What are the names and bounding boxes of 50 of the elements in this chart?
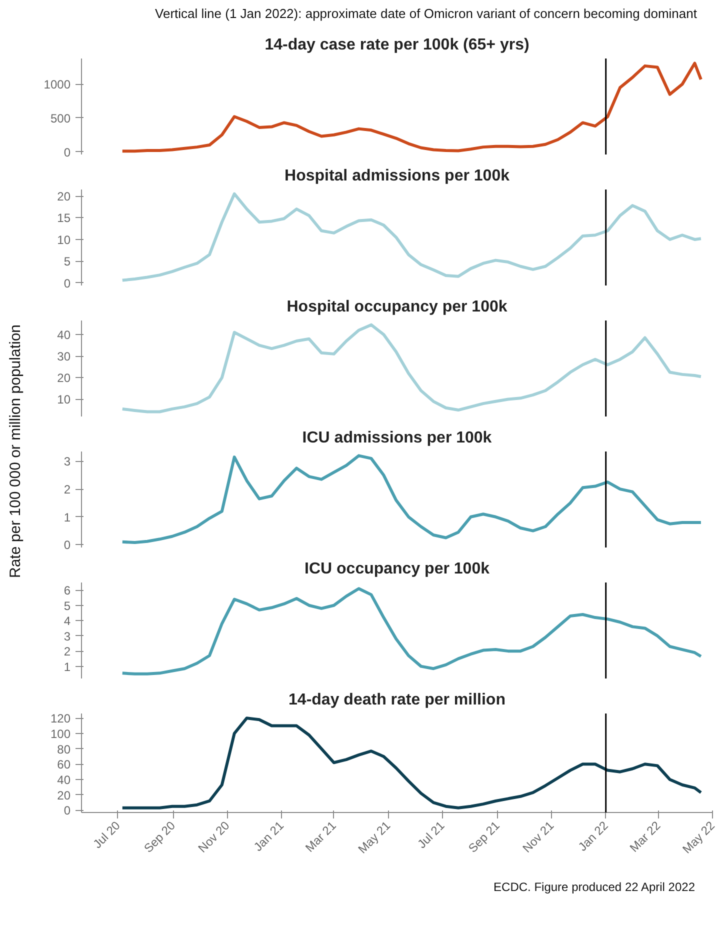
y-tick-label: 40	[57, 772, 71, 787]
x-tick-label: Mar 22	[626, 818, 664, 854]
x-tick-label: May 22	[680, 818, 718, 856]
x-tick-label: Nov 21	[520, 818, 557, 855]
y-tick-label: 80	[57, 742, 71, 756]
y-tick-label: 500	[50, 111, 71, 126]
x-tick-label: May 21	[355, 818, 394, 856]
y-tick-label: 120	[50, 711, 71, 726]
y-tick-label: 20	[57, 788, 71, 802]
x-tick-label: Jan 21	[251, 818, 287, 854]
y-tick-label: 20	[57, 370, 71, 385]
y-tick-label: 20	[57, 189, 71, 204]
chart-title: ICU admissions per 100k	[302, 429, 492, 446]
y-tick-label: 0	[64, 803, 71, 818]
chart-title: Hospital occupancy per 100k	[286, 298, 508, 316]
text: Vertical line (1 Jan 2022): approximate date of Omicron variant of concern becoming dominant	[155, 5, 697, 23]
y-tick-label: 1000	[44, 77, 71, 92]
y-tick-label: 15	[57, 210, 71, 225]
y-tick-label: 60	[57, 757, 71, 772]
y-tick-label: 4	[64, 614, 71, 628]
y-tick-label: 3	[64, 454, 71, 468]
y-tick-label: 10	[57, 232, 71, 247]
y-axis-title: Rate per 100 000 or million population	[6, 324, 25, 578]
y-tick-label: 0	[64, 538, 71, 552]
chart-title: 14-day case rate per 100k (65+ yrs)	[264, 36, 530, 54]
x-tick-label: Nov 20	[195, 818, 232, 855]
y-tick-label: 1	[64, 659, 71, 674]
y-tick-label: 2	[64, 482, 71, 496]
y-tick-label: 100	[50, 726, 71, 741]
y-tick-label: 0	[64, 144, 71, 159]
y-tick-label: 1	[64, 510, 71, 524]
x-tick-label: Jul 21	[414, 818, 448, 851]
y-tick-label: 6	[64, 583, 71, 598]
y-tick-label: 10	[57, 392, 71, 406]
x-tick-label: Jul 20	[90, 818, 124, 851]
y-tick-label: 30	[57, 349, 71, 364]
y-tick-label: 3	[64, 628, 71, 643]
y-tick-label: 2	[64, 644, 71, 658]
y-tick-label: 0	[64, 276, 71, 290]
x-tick-label: Mar 21	[302, 818, 340, 854]
chart-title: 14-day death rate per million	[288, 691, 506, 708]
chart-title: ICU occupancy per 100k	[304, 560, 490, 578]
x-tick-label: Jan 22	[575, 818, 612, 854]
x-tick-label: Sep 21	[466, 818, 503, 855]
x-tick-label: Sep 20	[141, 818, 178, 855]
y-tick-label: 5	[64, 254, 71, 268]
y-tick-label: 5	[64, 598, 71, 612]
text: ECDC. Figure produced 22 April 2022	[494, 878, 695, 896]
chart-title: Hospital admissions per 100k	[284, 167, 510, 184]
y-tick-label: 40	[57, 328, 71, 342]
